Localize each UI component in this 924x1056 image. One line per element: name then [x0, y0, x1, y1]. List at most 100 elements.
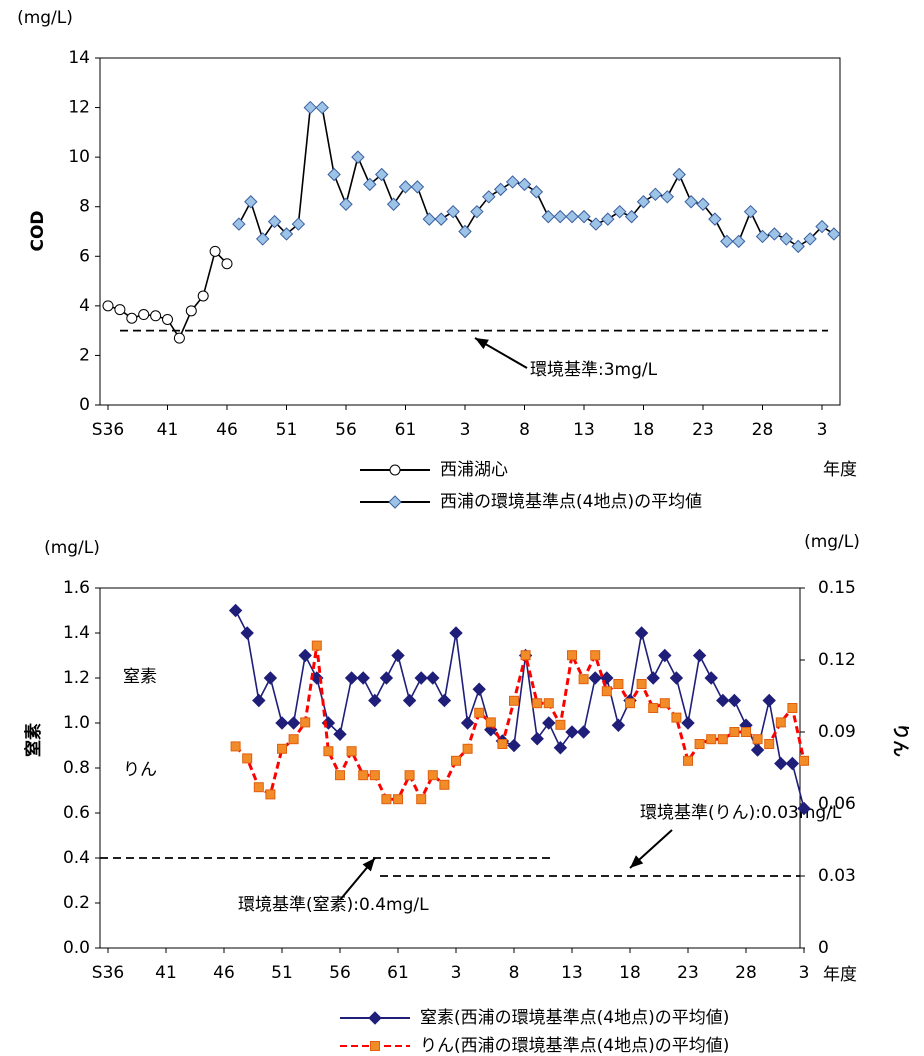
marker	[277, 743, 287, 754]
y2-tick-label: 0	[818, 938, 829, 958]
marker	[775, 717, 786, 728]
marker	[708, 212, 722, 226]
marker	[240, 626, 254, 640]
marker	[774, 756, 788, 771]
marker	[446, 204, 460, 219]
marker	[755, 229, 770, 244]
marker	[404, 770, 415, 781]
marker	[827, 227, 841, 241]
x-tick-label: 56	[335, 420, 357, 440]
marker	[799, 755, 809, 766]
marker	[542, 716, 556, 730]
marker	[762, 693, 776, 708]
marker	[427, 770, 438, 781]
marker	[636, 195, 651, 209]
marker	[646, 671, 660, 685]
y-tick-label: 0	[79, 395, 90, 415]
marker	[752, 734, 763, 745]
marker	[672, 167, 686, 182]
marker	[797, 801, 811, 816]
x-tick-label: 51	[276, 420, 298, 440]
marker	[263, 671, 278, 685]
marker	[286, 716, 301, 730]
marker	[565, 209, 579, 224]
marker	[767, 227, 782, 241]
marker	[803, 232, 817, 246]
marker	[741, 727, 751, 737]
marker	[507, 738, 521, 753]
marker	[230, 741, 241, 752]
marker	[692, 648, 707, 663]
marker	[497, 739, 508, 749]
legend-label: りん(西浦の環境基準点(4地点)の平均値)	[420, 1036, 729, 1056]
marker	[681, 716, 695, 730]
marker	[694, 739, 705, 749]
x-tick-label: 18	[619, 963, 641, 983]
marker	[437, 693, 452, 708]
marker	[291, 217, 306, 231]
marker	[470, 204, 484, 219]
marker	[422, 212, 437, 226]
y-tick-label: 14	[68, 48, 90, 68]
marker	[565, 725, 579, 739]
marker	[416, 794, 427, 805]
marker	[335, 770, 345, 781]
marker	[517, 177, 532, 192]
marker	[785, 756, 800, 771]
marker	[379, 671, 394, 685]
marker	[743, 204, 758, 219]
marker	[509, 695, 519, 706]
x-tick-label: 56	[329, 963, 351, 983]
x-tick-label: S36	[92, 420, 124, 440]
x-tick-label: 61	[387, 963, 409, 983]
y-tick-label: 6	[79, 246, 90, 266]
y-tick-label: 12	[68, 98, 90, 118]
marker	[588, 671, 602, 685]
marker	[327, 167, 341, 182]
x-tick-label: 13	[573, 420, 595, 440]
series-line	[107, 249, 228, 340]
marker	[601, 686, 612, 697]
x-tick-label: 13	[561, 963, 583, 983]
marker	[185, 305, 197, 317]
x-tick-label: 41	[157, 420, 179, 440]
y2-tick-label: 0.03	[818, 866, 856, 886]
marker	[532, 698, 543, 709]
y-tick-label: 8	[79, 197, 90, 217]
y-tick-label: 0.2	[63, 893, 90, 913]
marker	[474, 707, 485, 718]
marker	[426, 671, 440, 685]
marker	[244, 195, 258, 209]
marker	[391, 648, 405, 663]
x-tick-label: S36	[92, 963, 124, 983]
marker	[779, 232, 794, 246]
plot-frame	[99, 587, 801, 949]
marker	[398, 180, 413, 194]
marker	[696, 197, 710, 211]
marker	[351, 150, 365, 164]
marker	[339, 197, 353, 211]
marker	[303, 100, 318, 115]
y-tick-label: 1.0	[63, 713, 90, 733]
marker	[731, 234, 746, 249]
marker	[363, 177, 377, 192]
y-tick-label: 1.2	[63, 668, 90, 688]
marker	[298, 648, 312, 663]
marker	[634, 626, 649, 640]
marker	[358, 770, 369, 781]
marker	[611, 718, 626, 732]
marker	[410, 180, 425, 194]
marker	[555, 719, 566, 730]
marker	[601, 212, 615, 226]
marker	[434, 212, 448, 226]
marker	[279, 227, 294, 241]
marker	[173, 332, 185, 344]
x-tick-label: 3	[817, 420, 828, 440]
marker	[402, 693, 417, 708]
marker	[356, 671, 370, 685]
marker	[439, 779, 450, 790]
marker	[197, 290, 209, 302]
marker	[253, 782, 264, 793]
marker	[102, 300, 114, 312]
